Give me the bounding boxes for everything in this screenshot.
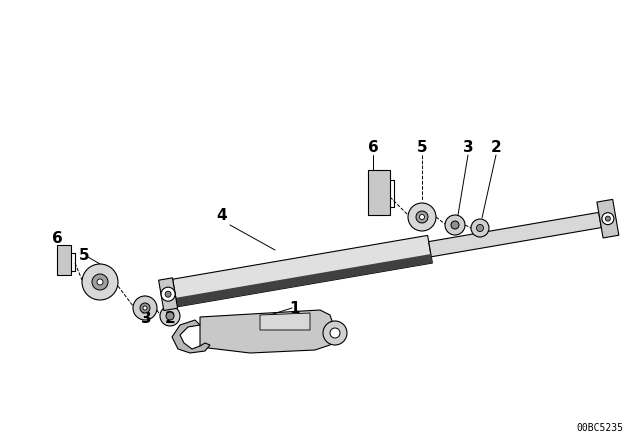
Polygon shape bbox=[159, 278, 178, 310]
Polygon shape bbox=[429, 212, 602, 257]
Circle shape bbox=[445, 215, 465, 235]
Circle shape bbox=[330, 328, 340, 338]
Text: 00BC5235: 00BC5235 bbox=[577, 423, 623, 433]
Text: 6: 6 bbox=[52, 231, 62, 246]
Circle shape bbox=[97, 279, 103, 285]
Text: 4: 4 bbox=[217, 207, 227, 223]
Circle shape bbox=[140, 303, 150, 313]
Circle shape bbox=[133, 296, 157, 320]
Circle shape bbox=[471, 219, 489, 237]
Circle shape bbox=[92, 274, 108, 290]
Text: 2: 2 bbox=[491, 139, 501, 155]
Circle shape bbox=[605, 216, 611, 221]
Text: 2: 2 bbox=[164, 310, 175, 326]
Circle shape bbox=[82, 264, 118, 300]
Circle shape bbox=[408, 203, 436, 231]
Circle shape bbox=[419, 215, 424, 220]
Circle shape bbox=[166, 312, 174, 320]
Text: 1: 1 bbox=[290, 301, 300, 315]
Polygon shape bbox=[176, 254, 433, 307]
Circle shape bbox=[602, 213, 614, 224]
Polygon shape bbox=[368, 170, 390, 215]
Circle shape bbox=[323, 321, 347, 345]
Circle shape bbox=[165, 291, 171, 297]
Circle shape bbox=[143, 306, 147, 310]
Circle shape bbox=[160, 306, 180, 326]
Text: 3: 3 bbox=[141, 310, 151, 326]
Circle shape bbox=[477, 224, 483, 232]
Circle shape bbox=[161, 287, 175, 301]
Polygon shape bbox=[597, 199, 619, 238]
Polygon shape bbox=[260, 313, 310, 330]
Polygon shape bbox=[57, 245, 71, 275]
Circle shape bbox=[451, 221, 459, 229]
Polygon shape bbox=[200, 310, 335, 353]
Text: 3: 3 bbox=[463, 139, 474, 155]
Text: 5: 5 bbox=[79, 247, 90, 263]
Polygon shape bbox=[173, 235, 433, 307]
Circle shape bbox=[416, 211, 428, 223]
Text: 6: 6 bbox=[367, 139, 378, 155]
Text: 5: 5 bbox=[417, 139, 428, 155]
Polygon shape bbox=[172, 320, 210, 353]
